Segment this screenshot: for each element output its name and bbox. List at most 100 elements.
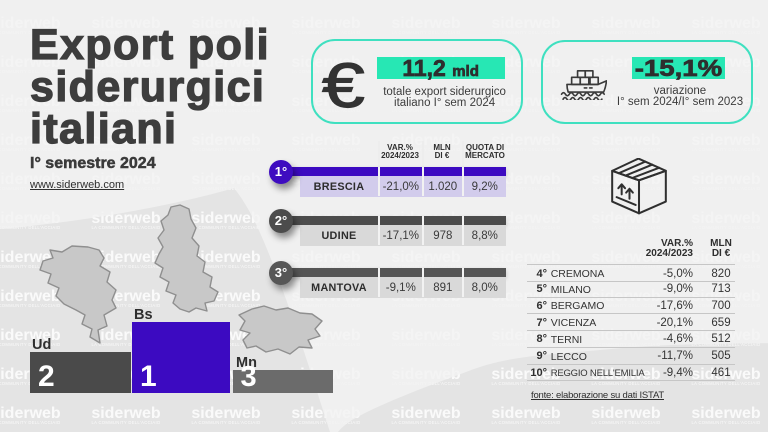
svg-text:siderweb: siderweb — [191, 132, 261, 149]
svg-text:LA COMMUNITY DELL'ACCIAIO: LA COMMUNITY DELL'ACCIAIO — [92, 186, 161, 191]
svg-text:siderweb: siderweb — [391, 366, 461, 383]
svg-text:siderweb: siderweb — [691, 405, 761, 422]
svg-text:LA COMMUNITY DELL'ACCIAIO: LA COMMUNITY DELL'ACCIAIO — [192, 225, 261, 230]
svg-text:LA COMMUNITY DELL'ACCIAIO: LA COMMUNITY DELL'ACCIAIO — [592, 225, 661, 230]
svg-text:siderweb: siderweb — [291, 15, 361, 32]
svg-text:siderweb: siderweb — [691, 210, 761, 227]
svg-text:LA COMMUNITY DELL'ACCIAIO: LA COMMUNITY DELL'ACCIAIO — [592, 420, 661, 425]
svg-text:LA COMMUNITY DELL'ACCIAIO: LA COMMUNITY DELL'ACCIAIO — [0, 186, 61, 191]
svg-text:siderweb: siderweb — [591, 366, 661, 383]
svg-text:LA COMMUNITY DELL'ACCIAIO: LA COMMUNITY DELL'ACCIAIO — [0, 342, 61, 347]
svg-text:LA COMMUNITY DELL'ACCIAIO: LA COMMUNITY DELL'ACCIAIO — [92, 303, 161, 308]
svg-text:LA COMMUNITY DELL'ACCIAIO: LA COMMUNITY DELL'ACCIAIO — [392, 420, 461, 425]
svg-text:LA COMMUNITY DELL'ACCIAIO: LA COMMUNITY DELL'ACCIAIO — [592, 264, 661, 269]
svg-text:LA COMMUNITY DELL'ACCIAIO: LA COMMUNITY DELL'ACCIAIO — [492, 186, 561, 191]
svg-text:siderweb: siderweb — [191, 405, 261, 422]
svg-text:siderweb: siderweb — [591, 249, 661, 266]
svg-text:LA COMMUNITY DELL'ACCIAIO: LA COMMUNITY DELL'ACCIAIO — [592, 30, 661, 35]
svg-text:LA COMMUNITY DELL'ACCIAIO: LA COMMUNITY DELL'ACCIAIO — [592, 420, 661, 425]
svg-text:LA COMMUNITY DELL'ACCIAIO: LA COMMUNITY DELL'ACCIAIO — [0, 69, 61, 74]
svg-text:siderweb: siderweb — [491, 405, 561, 422]
svg-text:LA COMMUNITY DELL'ACCIAIO: LA COMMUNITY DELL'ACCIAIO — [0, 420, 61, 425]
svg-text:LA COMMUNITY DELL'ACCIAIO: LA COMMUNITY DELL'ACCIAIO — [592, 69, 661, 74]
svg-text:LA COMMUNITY DELL'ACCIAIO: LA COMMUNITY DELL'ACCIAIO — [392, 108, 461, 113]
svg-text:LA COMMUNITY DELL'ACCIAIO: LA COMMUNITY DELL'ACCIAIO — [192, 303, 261, 308]
svg-text:siderweb: siderweb — [91, 171, 161, 188]
svg-text:LA COMMUNITY DELL'ACCIAIO: LA COMMUNITY DELL'ACCIAIO — [0, 303, 61, 308]
svg-text:LA COMMUNITY DELL'ACCIAIO: LA COMMUNITY DELL'ACCIAIO — [92, 342, 161, 347]
svg-text:siderweb: siderweb — [0, 210, 61, 227]
svg-text:siderweb: siderweb — [691, 171, 761, 188]
svg-text:siderweb: siderweb — [191, 93, 261, 110]
svg-text:siderweb: siderweb — [591, 15, 661, 32]
svg-text:LA COMMUNITY DELL'ACCIAIO: LA COMMUNITY DELL'ACCIAIO — [692, 381, 761, 386]
svg-text:LA COMMUNITY DELL'ACCIAIO: LA COMMUNITY DELL'ACCIAIO — [692, 264, 761, 269]
svg-text:LA COMMUNITY DELL'ACCIAIO: LA COMMUNITY DELL'ACCIAIO — [92, 108, 161, 113]
svg-text:LA COMMUNITY DELL'ACCIAIO: LA COMMUNITY DELL'ACCIAIO — [0, 225, 61, 230]
svg-text:LA COMMUNITY DELL'ACCIAIO: LA COMMUNITY DELL'ACCIAIO — [492, 147, 561, 152]
svg-text:siderweb: siderweb — [0, 405, 61, 422]
svg-text:siderweb: siderweb — [191, 171, 261, 188]
svg-text:LA COMMUNITY DELL'ACCIAIO: LA COMMUNITY DELL'ACCIAIO — [192, 186, 261, 191]
svg-text:LA COMMUNITY DELL'ACCIAIO: LA COMMUNITY DELL'ACCIAIO — [392, 264, 461, 269]
svg-text:siderweb: siderweb — [0, 132, 61, 149]
svg-text:LA COMMUNITY DELL'ACCIAIO: LA COMMUNITY DELL'ACCIAIO — [0, 264, 61, 269]
svg-text:LA COMMUNITY DELL'ACCIAIO: LA COMMUNITY DELL'ACCIAIO — [192, 225, 261, 230]
svg-text:siderweb: siderweb — [91, 93, 161, 110]
svg-text:LA COMMUNITY DELL'ACCIAIO: LA COMMUNITY DELL'ACCIAIO — [492, 30, 561, 35]
svg-text:LA COMMUNITY DELL'ACCIAIO: LA COMMUNITY DELL'ACCIAIO — [392, 381, 461, 386]
svg-text:LA COMMUNITY DELL'ACCIAIO: LA COMMUNITY DELL'ACCIAIO — [192, 420, 261, 425]
svg-text:LA COMMUNITY DELL'ACCIAIO: LA COMMUNITY DELL'ACCIAIO — [292, 69, 361, 74]
svg-text:siderweb: siderweb — [591, 288, 661, 305]
svg-text:LA COMMUNITY DELL'ACCIAIO: LA COMMUNITY DELL'ACCIAIO — [92, 420, 161, 425]
svg-text:siderweb: siderweb — [91, 132, 161, 149]
svg-text:siderweb: siderweb — [91, 405, 161, 422]
svg-text:LA COMMUNITY DELL'ACCIAIO: LA COMMUNITY DELL'ACCIAIO — [492, 264, 561, 269]
svg-text:siderweb: siderweb — [0, 54, 61, 71]
svg-text:siderweb: siderweb — [491, 249, 561, 266]
svg-text:siderweb: siderweb — [591, 405, 661, 422]
svg-text:LA COMMUNITY DELL'ACCIAIO: LA COMMUNITY DELL'ACCIAIO — [292, 420, 361, 425]
svg-text:siderweb: siderweb — [491, 15, 561, 32]
svg-text:siderweb: siderweb — [691, 327, 761, 344]
svg-text:siderweb: siderweb — [391, 405, 461, 422]
svg-text:LA COMMUNITY DELL'ACCIAIO: LA COMMUNITY DELL'ACCIAIO — [0, 303, 61, 308]
svg-text:LA COMMUNITY DELL'ACCIAIO: LA COMMUNITY DELL'ACCIAIO — [292, 342, 361, 347]
svg-text:siderweb: siderweb — [591, 210, 661, 227]
svg-text:LA COMMUNITY DELL'ACCIAIO: LA COMMUNITY DELL'ACCIAIO — [0, 147, 61, 152]
svg-text:siderweb: siderweb — [691, 366, 761, 383]
svg-text:LA COMMUNITY DELL'ACCIAIO: LA COMMUNITY DELL'ACCIAIO — [92, 342, 161, 347]
svg-text:siderweb: siderweb — [591, 327, 661, 344]
svg-text:siderweb: siderweb — [291, 132, 361, 149]
svg-text:siderweb: siderweb — [491, 327, 561, 344]
svg-text:LA COMMUNITY DELL'ACCIAIO: LA COMMUNITY DELL'ACCIAIO — [692, 420, 761, 425]
svg-text:siderweb: siderweb — [691, 15, 761, 32]
svg-text:siderweb: siderweb — [291, 249, 361, 266]
svg-text:LA COMMUNITY DELL'ACCIAIO: LA COMMUNITY DELL'ACCIAIO — [492, 420, 561, 425]
svg-text:LA COMMUNITY DELL'ACCIAIO: LA COMMUNITY DELL'ACCIAIO — [492, 108, 561, 113]
svg-text:siderweb: siderweb — [91, 15, 161, 32]
svg-text:siderweb: siderweb — [691, 132, 761, 149]
svg-text:siderweb: siderweb — [391, 93, 461, 110]
svg-text:siderweb: siderweb — [91, 54, 161, 71]
svg-text:LA COMMUNITY DELL'ACCIAIO: LA COMMUNITY DELL'ACCIAIO — [692, 108, 761, 113]
svg-text:LA COMMUNITY DELL'ACCIAIO: LA COMMUNITY DELL'ACCIAIO — [692, 147, 761, 152]
svg-text:LA COMMUNITY DELL'ACCIAIO: LA COMMUNITY DELL'ACCIAIO — [92, 264, 161, 269]
svg-text:siderweb: siderweb — [391, 15, 461, 32]
svg-text:LA COMMUNITY DELL'ACCIAIO: LA COMMUNITY DELL'ACCIAIO — [592, 381, 661, 386]
svg-text:LA COMMUNITY DELL'ACCIAIO: LA COMMUNITY DELL'ACCIAIO — [92, 225, 161, 230]
svg-text:LA COMMUNITY DELL'ACCIAIO: LA COMMUNITY DELL'ACCIAIO — [92, 69, 161, 74]
svg-text:LA COMMUNITY DELL'ACCIAIO: LA COMMUNITY DELL'ACCIAIO — [492, 342, 561, 347]
svg-text:LA COMMUNITY DELL'ACCIAIO: LA COMMUNITY DELL'ACCIAIO — [392, 342, 461, 347]
svg-text:siderweb: siderweb — [491, 405, 561, 422]
svg-text:LA COMMUNITY DELL'ACCIAIO: LA COMMUNITY DELL'ACCIAIO — [0, 30, 61, 35]
svg-text:LA COMMUNITY DELL'ACCIAIO: LA COMMUNITY DELL'ACCIAIO — [0, 225, 61, 230]
svg-text:LA COMMUNITY DELL'ACCIAIO: LA COMMUNITY DELL'ACCIAIO — [492, 420, 561, 425]
svg-text:siderweb: siderweb — [491, 210, 561, 227]
svg-text:LA COMMUNITY DELL'ACCIAIO: LA COMMUNITY DELL'ACCIAIO — [592, 147, 661, 152]
svg-text:LA COMMUNITY DELL'ACCIAIO: LA COMMUNITY DELL'ACCIAIO — [692, 225, 761, 230]
svg-text:siderweb: siderweb — [591, 93, 661, 110]
svg-text:LA COMMUNITY DELL'ACCIAIO: LA COMMUNITY DELL'ACCIAIO — [692, 420, 761, 425]
svg-text:LA COMMUNITY DELL'ACCIAIO: LA COMMUNITY DELL'ACCIAIO — [392, 30, 461, 35]
svg-text:LA COMMUNITY DELL'ACCIAIO: LA COMMUNITY DELL'ACCIAIO — [192, 303, 261, 308]
